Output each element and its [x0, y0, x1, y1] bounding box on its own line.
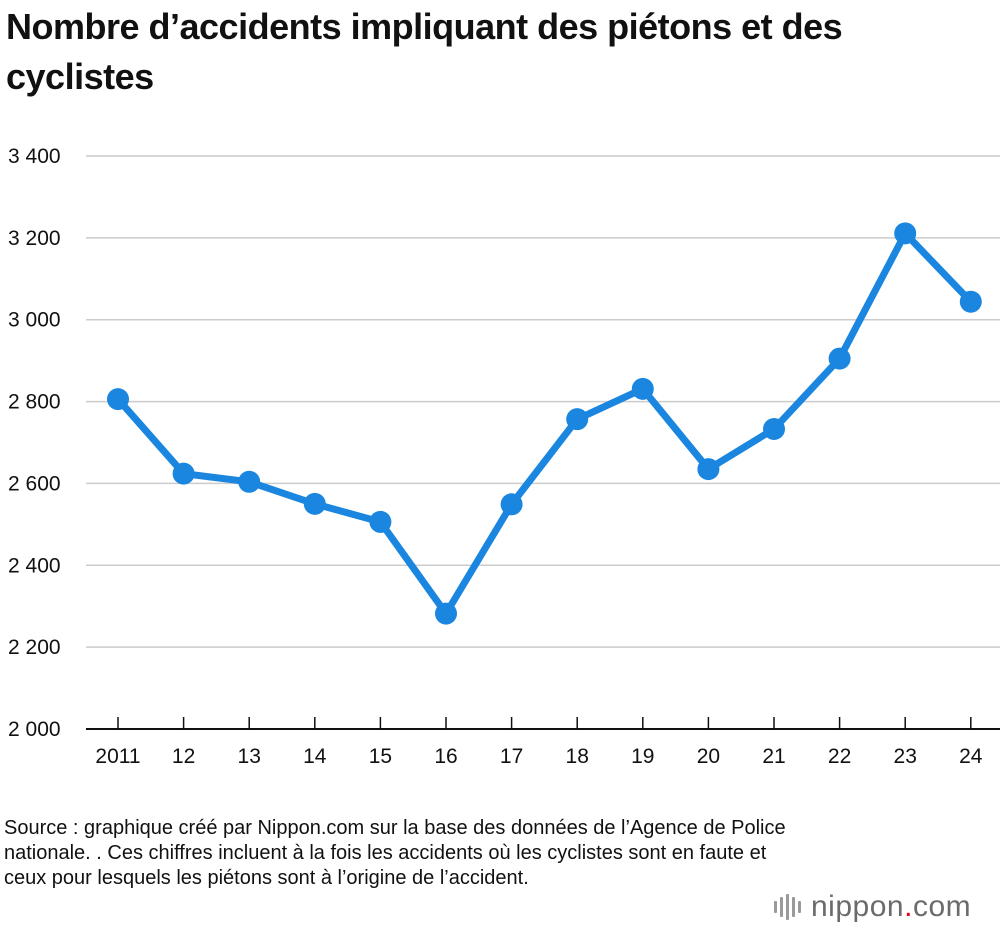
x-tick-label: 21 [762, 745, 785, 768]
x-tick-label: 24 [959, 745, 983, 768]
logo-dot: . [904, 890, 913, 923]
x-tick-label: 18 [566, 745, 589, 768]
y-tick-label: 2 800 [8, 391, 61, 414]
nippon-logo: nippon.com [774, 890, 971, 924]
x-tick-label: 14 [303, 745, 327, 768]
data-point [566, 408, 589, 431]
logo-tld: com [912, 890, 972, 923]
data-point [369, 510, 392, 533]
x-tick-label: 16 [434, 745, 457, 768]
data-point [238, 470, 261, 493]
logo-mark-icon [774, 894, 801, 920]
y-tick-label: 2 600 [8, 472, 61, 495]
data-point [500, 493, 523, 516]
y-tick-label: 3 200 [8, 227, 61, 250]
y-tick-label: 2 000 [8, 718, 61, 741]
x-tick-label: 15 [369, 745, 392, 768]
data-point [631, 377, 654, 400]
x-tick-label: 23 [894, 745, 917, 768]
data-point [697, 458, 720, 481]
x-tick-label: 12 [172, 745, 195, 768]
x-tick-label: 13 [238, 745, 261, 768]
data-point [894, 222, 917, 245]
data-point [303, 492, 326, 515]
data-point [435, 602, 457, 625]
data-point [959, 290, 982, 313]
x-tick-label: 22 [828, 745, 851, 768]
y-tick-label: 2 400 [8, 554, 61, 577]
y-tick-label: 2 200 [8, 636, 61, 659]
data-point [172, 462, 195, 485]
source-note: Source : graphique créé par Nippon.com s… [4, 817, 786, 889]
chart-title: Nombre d’accidents impliquant des piéton… [6, 6, 843, 97]
data-point [107, 388, 129, 411]
x-tick-label: 20 [697, 745, 720, 768]
logo-main: nippon [811, 890, 905, 923]
x-tick-label: 19 [631, 745, 654, 768]
x-tick-label: 17 [500, 745, 523, 768]
y-tick-label: 3 000 [8, 309, 61, 332]
logo-wordmark: nippon.com [811, 890, 971, 924]
data-point [763, 417, 785, 440]
x-tick-label: 2011 [95, 745, 140, 768]
data-point [828, 347, 851, 370]
y-tick-label: 3 400 [8, 145, 61, 168]
series-line [114, 229, 975, 618]
line-chart: 2 000 2 200 2 400 2 600 2 800 3 000 3 200 3 400… [8, 145, 1000, 768]
